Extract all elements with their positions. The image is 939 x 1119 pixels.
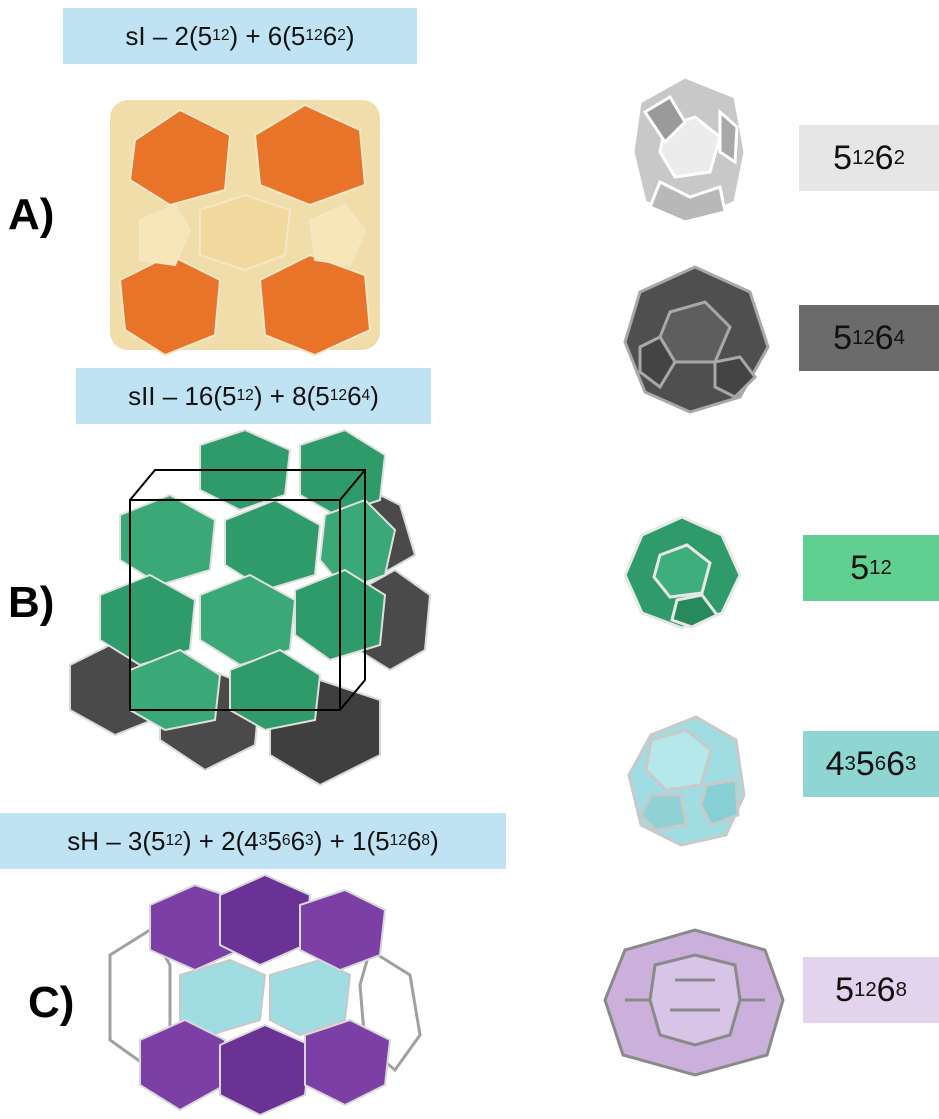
sH-structure-illustration — [108, 873, 422, 1117]
sII-structure-illustration — [69, 428, 432, 787]
cage-label-51264: 5 12 6 4 — [799, 305, 939, 371]
cage-512-illustration — [623, 515, 742, 630]
cage-51264-illustration — [623, 265, 770, 414]
panel-letter-c: C) — [28, 978, 75, 1027]
cage-435663-illustration — [627, 715, 746, 847]
formula-sH: sH – 3(5 12) + 2(4 3 5 6 6 3) + 1(5 12 6 8) — [0, 813, 506, 869]
cage-51268-illustration — [603, 928, 785, 1077]
cage-label-512: 5 12 — [803, 535, 939, 601]
cage-label-51262: 5 12 6 2 — [799, 125, 939, 191]
formula-sII: sII – 16(5 12) + 8(5 12 6 4) — [76, 368, 431, 424]
cage-label-51268: 5 12 6 8 — [803, 957, 939, 1023]
panel-letter-a: A) — [8, 190, 55, 239]
panel-letter-b: B) — [8, 578, 55, 627]
formula-sI: sI – 2(5 12) + 6(5 12 6 2) — [63, 8, 417, 64]
cage-51262-illustration — [631, 75, 747, 224]
sI-structure-illustration — [110, 100, 380, 357]
